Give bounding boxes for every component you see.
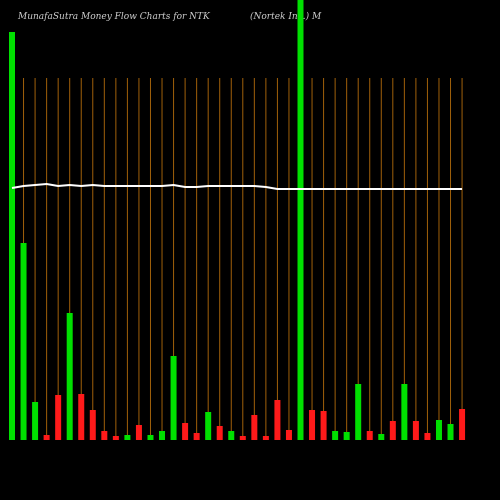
bar — [205, 412, 212, 440]
bar — [447, 424, 454, 440]
bar — [9, 32, 15, 440]
bar — [78, 394, 85, 440]
bar — [101, 431, 108, 440]
bar — [343, 432, 350, 440]
bar — [124, 435, 131, 440]
bar — [20, 243, 27, 440]
bar — [251, 415, 258, 440]
bar — [285, 430, 292, 440]
bar — [43, 435, 50, 440]
bar — [228, 431, 235, 440]
bar — [401, 384, 408, 440]
bar — [320, 411, 327, 440]
bar — [112, 436, 119, 440]
bar — [135, 425, 142, 440]
bar — [193, 433, 200, 440]
flow-line — [11, 182, 463, 190]
bar — [366, 431, 373, 440]
bar — [239, 436, 246, 440]
bar — [66, 313, 73, 440]
bar — [355, 384, 362, 440]
bar — [55, 395, 62, 440]
chart-subtitle: (Nortek Inc.) M — [250, 11, 322, 22]
bar — [297, 0, 304, 440]
bar — [435, 420, 442, 440]
bar — [459, 409, 466, 440]
bar — [262, 436, 269, 440]
bar — [332, 431, 339, 440]
bar — [309, 410, 316, 440]
bar — [170, 356, 177, 440]
bar — [274, 400, 281, 440]
bar — [424, 433, 431, 440]
bar — [182, 423, 189, 440]
bar — [89, 410, 96, 440]
bar — [147, 435, 154, 440]
bar — [216, 426, 223, 440]
chart-title: MunafaSutra Money Flow Charts for NTK — [17, 12, 211, 22]
bar — [159, 431, 166, 440]
bar — [378, 434, 385, 440]
bar — [412, 421, 419, 440]
bar — [389, 421, 396, 440]
bar — [32, 402, 39, 440]
